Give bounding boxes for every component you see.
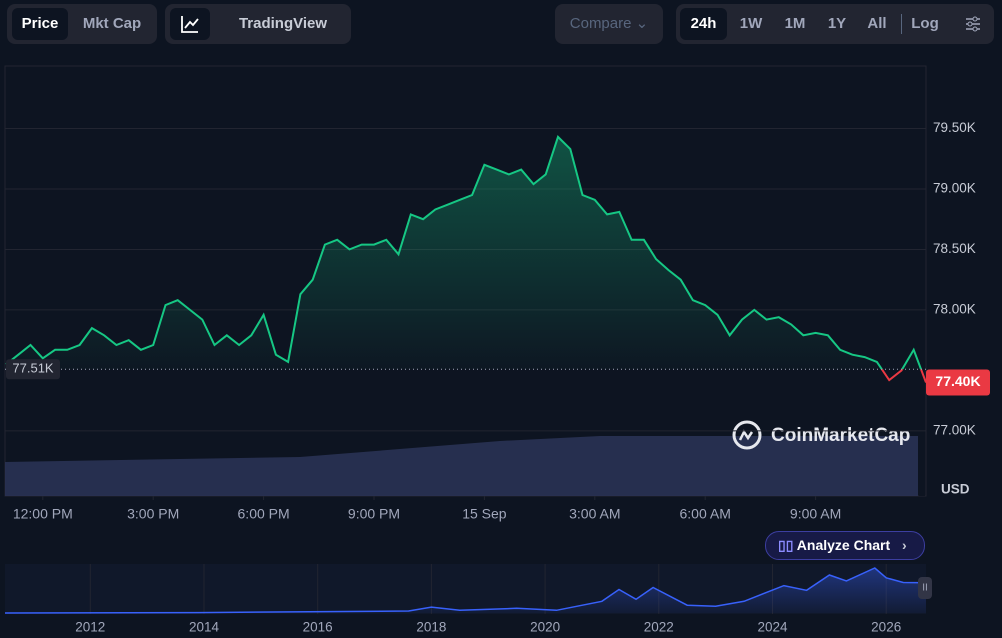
x-tick-label: 6:00 PM: [238, 506, 290, 522]
x-tick-label: 2022: [644, 620, 674, 635]
watermark-logo: [732, 420, 762, 450]
x-tick-label: 2012: [75, 620, 105, 635]
x-tick-label: 2024: [757, 620, 788, 635]
watermark: CoinMarketCap: [771, 425, 910, 446]
analyze-arrow: ›: [902, 537, 907, 553]
tab-price[interactable]: Price: [12, 8, 68, 40]
overview-area: [5, 568, 926, 613]
last-label: 77.40K: [935, 373, 980, 389]
x-tick-label: 3:00 AM: [569, 506, 620, 522]
range-1w[interactable]: 1W: [739, 15, 763, 32]
x-tick-label: 2020: [530, 620, 560, 635]
tab-mktcap[interactable]: Mkt Cap: [82, 15, 142, 32]
range-24h[interactable]: 24h: [680, 8, 727, 40]
line-up: [5, 135, 923, 370]
analyze-icon: ▯▯: [778, 537, 794, 553]
log-btn[interactable]: Log: [911, 15, 939, 32]
volume-gap: [919, 438, 925, 496]
x-tick-label: 2026: [871, 620, 901, 635]
y-tick-label: 79.00K: [933, 181, 976, 196]
settings-icon: [966, 16, 980, 32]
chart-tabs: TradingView: [165, 4, 351, 44]
compare-label: Compare: [569, 15, 632, 32]
x-tick-label: 3:00 PM: [127, 506, 179, 522]
area: [6, 136, 926, 370]
x-tick-label: 2018: [416, 620, 446, 635]
compare-group: Compare ⌄: [555, 4, 663, 44]
x-tick-label: 12:00 PM: [13, 506, 73, 522]
x-tick-label: 6:00 AM: [680, 506, 731, 522]
overview-handle[interactable]: [918, 577, 932, 599]
range-1m[interactable]: 1M: [784, 15, 806, 32]
currency-label: USD: [941, 482, 970, 497]
handle-icon: II: [922, 583, 928, 594]
plot: [5, 135, 926, 383]
y-tick-label: 78.50K: [933, 241, 976, 256]
x-tick-label: 2014: [189, 620, 220, 635]
range-all[interactable]: All: [867, 15, 887, 32]
x-tick-label: 15 Sep: [462, 506, 507, 522]
reference-badge: [6, 359, 60, 380]
overview-line: [4, 567, 927, 614]
y-tick-label: 78.00K: [933, 301, 976, 316]
x-tick-label: 2016: [303, 620, 333, 635]
compare-btn[interactable]: Compare ⌄: [569, 15, 649, 32]
y-tick-label: 79.50K: [933, 120, 976, 135]
analyze-btn[interactable]: ▯▯ Analyze Chart ›: [765, 531, 925, 560]
last-badge: [926, 369, 990, 396]
line-icon: [181, 16, 199, 33]
x-tick-label: 9:00 AM: [790, 506, 841, 522]
view-tabs: Price Mkt Cap: [7, 4, 157, 44]
tradingview-label: TradingView: [238, 15, 328, 32]
analyze-label: Analyze Chart: [796, 537, 891, 553]
volume-band: [5, 436, 918, 496]
settings-btn[interactable]: [956, 8, 990, 40]
y-tick-label: 77.00K: [933, 422, 976, 437]
line-chart-btn[interactable]: [170, 8, 210, 40]
tradingview-btn[interactable]: TradingView: [221, 8, 345, 40]
range-tabs: 24h 1W 1M 1Y All Log: [676, 4, 994, 44]
divider: [901, 14, 902, 34]
x-tick-label: 9:00 PM: [348, 506, 400, 522]
range-1y[interactable]: 1Y: [827, 15, 847, 32]
reference-label: 77.51K: [12, 361, 54, 376]
